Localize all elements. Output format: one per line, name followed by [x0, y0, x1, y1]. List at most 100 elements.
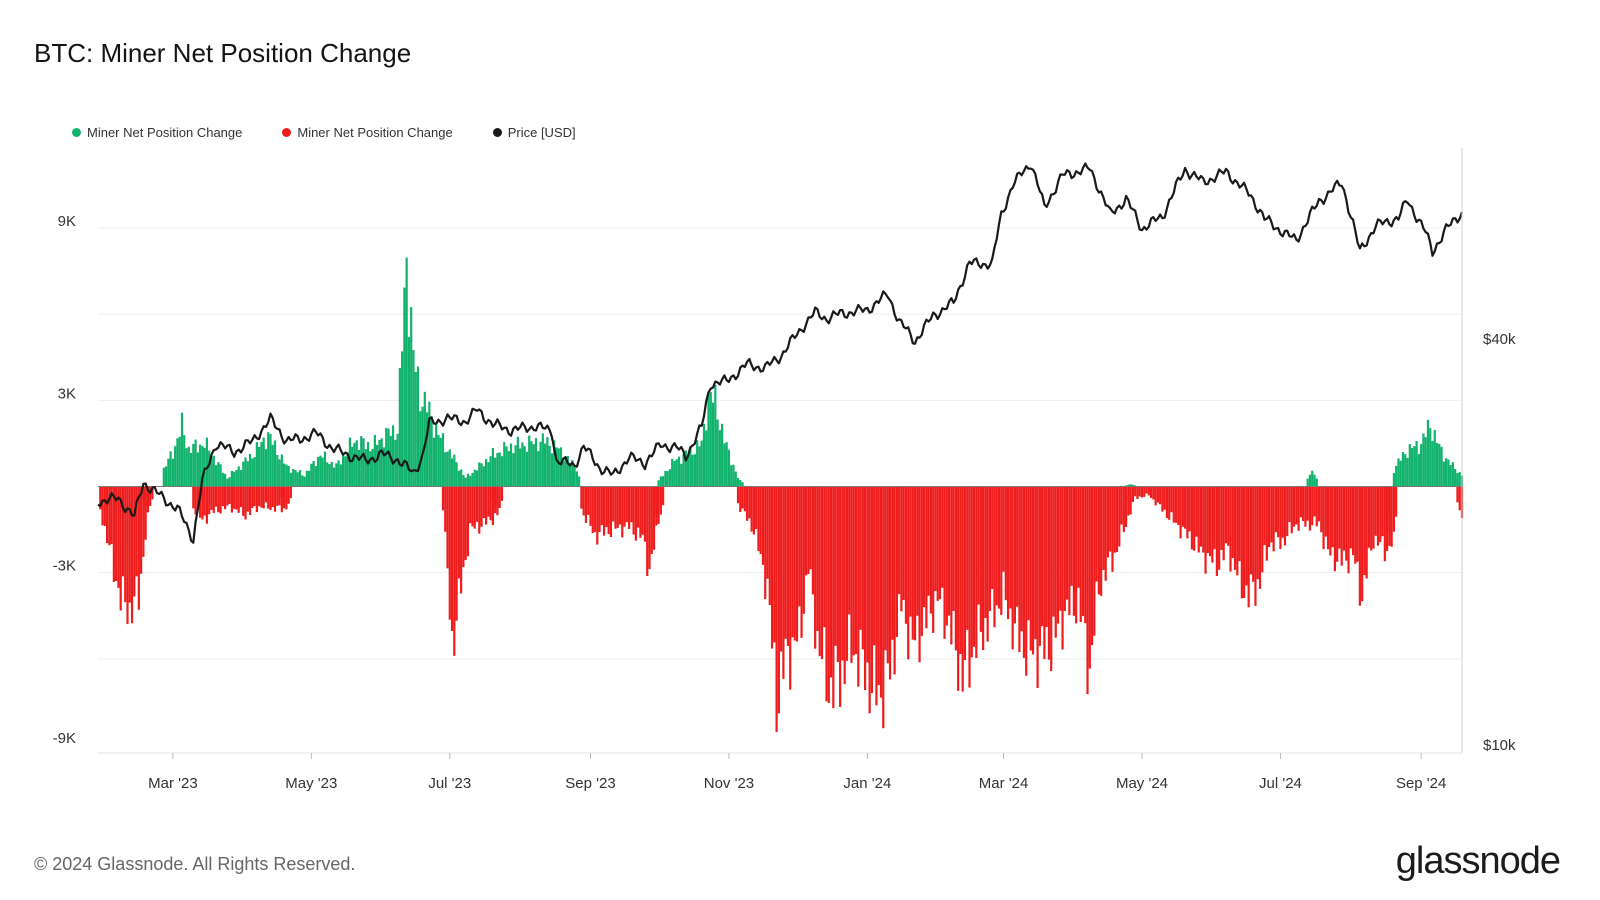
- bar: [1013, 486, 1016, 624]
- bar: [248, 453, 252, 487]
- bar: [110, 486, 113, 545]
- bar: [977, 486, 980, 605]
- bar: [219, 486, 222, 514]
- bar: [1081, 486, 1085, 616]
- bar: [235, 486, 238, 510]
- bar: [809, 486, 812, 570]
- bar: [251, 458, 254, 487]
- bar: [893, 486, 896, 675]
- bar: [639, 486, 642, 538]
- bar: [1311, 470, 1314, 487]
- bar: [884, 486, 887, 651]
- bar: [124, 486, 127, 603]
- legend-item-green-bars[interactable]: Miner Net Position Change: [72, 125, 242, 140]
- bar: [716, 419, 719, 487]
- bar: [686, 455, 690, 487]
- bar: [623, 486, 626, 527]
- bar: [253, 457, 256, 487]
- bar: [169, 451, 172, 487]
- bar: [782, 486, 785, 679]
- x-tick-label: Sep '23: [565, 775, 615, 792]
- bar: [446, 451, 449, 487]
- bar: [1125, 485, 1128, 487]
- bar: [1240, 486, 1243, 599]
- bar: [1379, 486, 1382, 543]
- bar: [441, 486, 445, 511]
- bar: [258, 486, 261, 507]
- bar: [584, 486, 588, 523]
- bar: [244, 457, 247, 487]
- bar: [1304, 486, 1307, 527]
- bar: [1354, 486, 1357, 564]
- bar: [135, 486, 138, 577]
- bar: [943, 486, 946, 639]
- bar: [1215, 486, 1218, 576]
- bar: [1236, 486, 1239, 576]
- bar: [1052, 486, 1055, 617]
- bar: [882, 486, 885, 729]
- bar: [607, 486, 610, 535]
- bar: [1247, 486, 1250, 608]
- bar: [1136, 486, 1139, 500]
- bar: [1179, 486, 1182, 539]
- bar: [1324, 486, 1327, 537]
- bar: [101, 486, 104, 526]
- bar: [589, 486, 592, 526]
- bar: [845, 486, 849, 661]
- grid-lines: [98, 227, 1462, 660]
- bar: [1004, 486, 1007, 601]
- bar: [1395, 465, 1398, 487]
- bar: [864, 486, 867, 691]
- bar: [1188, 486, 1191, 532]
- bar: [950, 486, 953, 645]
- bar: [1433, 429, 1436, 487]
- bar: [1095, 486, 1098, 582]
- bar: [534, 438, 538, 487]
- bar: [1097, 486, 1100, 595]
- bar: [918, 486, 921, 663]
- bar: [342, 455, 345, 487]
- bar: [466, 473, 470, 487]
- bar: [462, 474, 465, 487]
- bar: [702, 423, 706, 487]
- bar: [1408, 444, 1411, 487]
- legend-item-red-bars[interactable]: Miner Net Position Change: [282, 125, 453, 140]
- bar: [1340, 486, 1343, 566]
- bar: [1213, 486, 1216, 550]
- bar: [187, 446, 190, 487]
- bar: [791, 486, 794, 638]
- bar: [1088, 486, 1091, 669]
- bar: [657, 480, 660, 487]
- bar: [736, 486, 740, 504]
- bar: [1104, 486, 1107, 581]
- bar: [353, 442, 356, 487]
- bar: [1031, 486, 1035, 655]
- bar: [1456, 475, 1459, 487]
- bar: [507, 451, 510, 487]
- bar: [916, 486, 919, 616]
- bar: [802, 486, 805, 614]
- bar: [650, 486, 653, 554]
- bar: [1120, 486, 1123, 525]
- bar: [1404, 454, 1407, 487]
- bar: [137, 486, 140, 610]
- bar: [414, 371, 417, 487]
- legend-item-price[interactable]: Price [USD]: [492, 125, 576, 140]
- bar: [314, 466, 317, 487]
- bar: [1016, 486, 1019, 607]
- bar: [280, 486, 283, 513]
- bar: [1317, 486, 1321, 522]
- bar: [598, 486, 601, 532]
- bar: [1254, 486, 1257, 606]
- bar: [1027, 486, 1030, 621]
- bar: [1009, 486, 1012, 609]
- legend-label: Price [USD]: [507, 125, 576, 140]
- bar: [1109, 486, 1112, 552]
- bar: [798, 486, 801, 607]
- bar: [115, 486, 118, 582]
- bar: [784, 486, 787, 639]
- glassnode-logo[interactable]: glassnode: [1395, 840, 1561, 882]
- bar: [859, 486, 862, 630]
- bar: [280, 486, 283, 498]
